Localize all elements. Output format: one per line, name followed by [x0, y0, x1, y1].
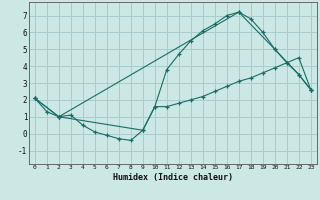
- X-axis label: Humidex (Indice chaleur): Humidex (Indice chaleur): [113, 173, 233, 182]
